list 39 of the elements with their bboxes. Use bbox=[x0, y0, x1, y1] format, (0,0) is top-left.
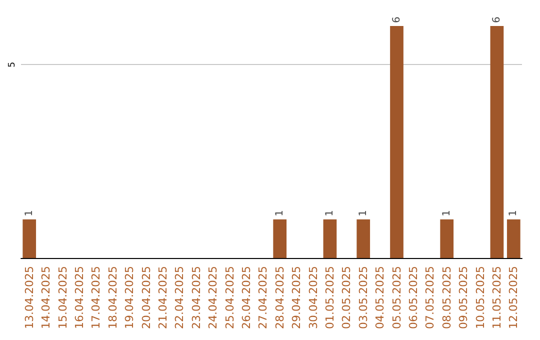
x-tick-label: 02.05.2025 bbox=[340, 266, 354, 330]
x-tick-label: 29.04.2025 bbox=[290, 266, 304, 330]
x-tick-label: 16.04.2025 bbox=[72, 266, 86, 330]
x-tick-label: 22.04.2025 bbox=[173, 266, 186, 330]
data-label: 1 bbox=[441, 210, 452, 216]
x-tick-label: 04.05.2025 bbox=[374, 266, 387, 330]
x-tick-label: 14.04.2025 bbox=[40, 266, 53, 330]
x-tick-label: 07.05.2025 bbox=[424, 266, 437, 330]
data-label: 6 bbox=[491, 16, 502, 23]
x-tick-label: 27.04.2025 bbox=[256, 266, 270, 330]
data-label: 1 bbox=[358, 210, 369, 216]
x-tick-label: 06.05.2025 bbox=[406, 266, 420, 330]
x-tick-label: 23.04.2025 bbox=[190, 266, 203, 330]
x-tick-label: 30.04.2025 bbox=[306, 266, 320, 330]
x-tick-label: 24.04.2025 bbox=[206, 266, 220, 330]
y-tick-label: 5 bbox=[8, 62, 18, 68]
data-label: 1 bbox=[24, 210, 35, 216]
data-label: 1 bbox=[508, 210, 520, 216]
x-tick-label: 08.05.2025 bbox=[440, 266, 454, 330]
x-tick-label: 01.05.2025 bbox=[323, 266, 336, 330]
x-tick-label: 17.04.2025 bbox=[90, 266, 103, 330]
x-tick-label: 03.05.2025 bbox=[356, 266, 370, 330]
x-tick-label: 10.05.2025 bbox=[474, 266, 487, 330]
x-tick-label: 26.04.2025 bbox=[240, 266, 253, 330]
data-label: 6 bbox=[391, 16, 402, 23]
x-tick-label: 20.04.2025 bbox=[140, 266, 153, 330]
x-tick-label: 18.04.2025 bbox=[106, 266, 120, 330]
x-tick-label: 12.05.2025 bbox=[507, 266, 520, 330]
x-tick-label: 05.05.2025 bbox=[390, 266, 404, 330]
x-tick-label: 13.04.2025 bbox=[22, 266, 36, 330]
x-tick-label: 09.05.2025 bbox=[457, 266, 470, 330]
data-label: 1 bbox=[324, 210, 336, 216]
x-tick-label: 25.04.2025 bbox=[223, 266, 236, 330]
x-tick-label: 15.04.2025 bbox=[56, 266, 70, 330]
data-label: 1 bbox=[274, 210, 286, 216]
x-tick-label: 11.05.2025 bbox=[490, 266, 504, 330]
x-tick-label: 28.04.2025 bbox=[273, 266, 286, 330]
x-tick-label: 19.04.2025 bbox=[123, 266, 136, 330]
x-tick-label: 21.04.2025 bbox=[156, 266, 170, 330]
